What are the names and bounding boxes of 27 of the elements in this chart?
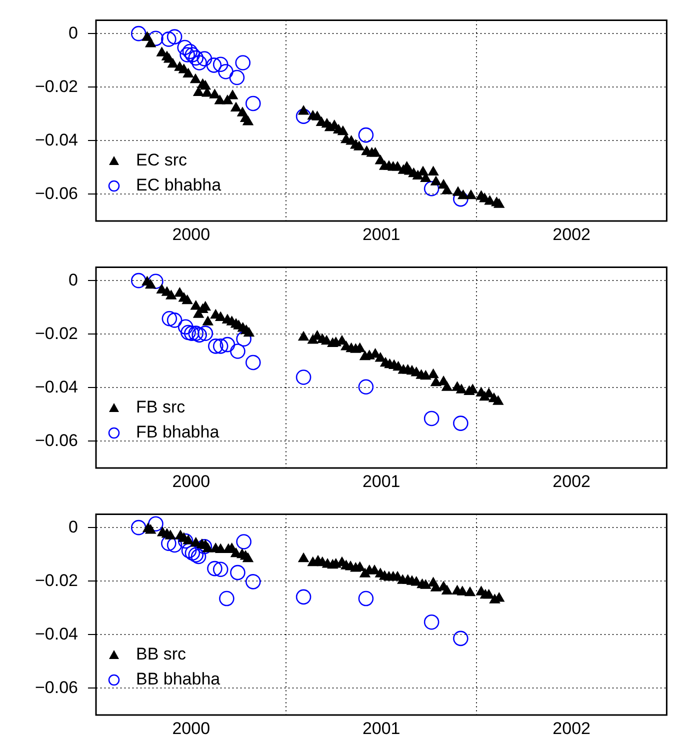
y-tick-label: −0.02 (34, 570, 78, 590)
x-tick-label: 2000 (172, 472, 210, 491)
y-tick-label: −0.04 (34, 624, 78, 644)
x-tick-label: 2002 (552, 224, 590, 244)
y-tick-label: 0 (68, 23, 78, 42)
y-tick-label: −0.06 (34, 430, 78, 450)
legend-label: EC src (136, 150, 188, 170)
legend-label: EC bhabha (136, 176, 222, 195)
y-tick-label: 0 (68, 517, 78, 536)
legend-label: FB src (136, 398, 186, 417)
y-tick-label: −0.04 (34, 130, 78, 150)
y-tick-label: −0.02 (34, 324, 78, 343)
x-tick-label: 2001 (362, 718, 400, 738)
x-tick-label: 2000 (172, 718, 210, 738)
legend-label: BB src (136, 644, 187, 664)
y-tick-label: −0.06 (34, 184, 78, 203)
legend-label: BB bhabha (136, 670, 221, 689)
x-tick-label: 2001 (362, 224, 400, 244)
x-tick-label: 2002 (552, 472, 590, 491)
y-tick-label: −0.06 (34, 678, 78, 697)
y-tick-label: −0.02 (34, 76, 78, 96)
x-tick-label: 2002 (552, 718, 590, 738)
y-tick-label: −0.04 (34, 377, 78, 396)
legend-label: FB bhabha (136, 422, 220, 442)
x-tick-label: 2001 (362, 472, 400, 491)
y-tick-label: 0 (68, 270, 78, 290)
x-tick-label: 2000 (172, 224, 210, 244)
